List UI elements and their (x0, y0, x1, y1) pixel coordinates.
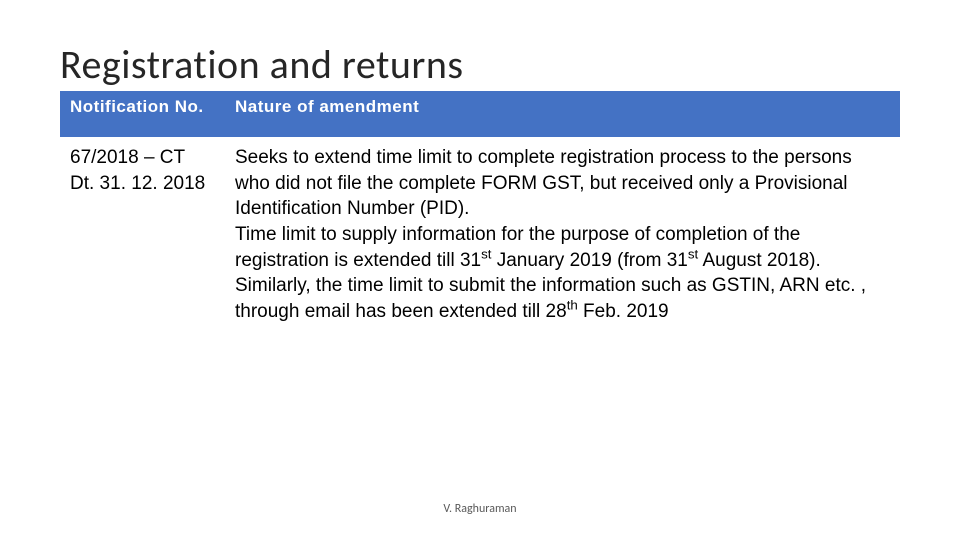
slide: Registration and returns Notification No… (0, 0, 960, 540)
col-header-notification: Notification No. (60, 91, 225, 137)
page-title: Registration and returns (60, 40, 900, 89)
table-row: 67/2018 – CTDt. 31. 12. 2018 Seeks to ex… (60, 137, 900, 334)
cell-amendment: Seeks to extend time limit to complete r… (225, 137, 900, 334)
col-header-amendment: Nature of amendment (225, 91, 900, 137)
cell-notification: 67/2018 – CTDt. 31. 12. 2018 (60, 137, 225, 334)
table-header-row: Notification No. Nature of amendment (60, 91, 900, 137)
notifications-table: Notification No. Nature of amendment 67/… (60, 91, 900, 334)
footer-author: V. Raghuraman (0, 502, 960, 516)
